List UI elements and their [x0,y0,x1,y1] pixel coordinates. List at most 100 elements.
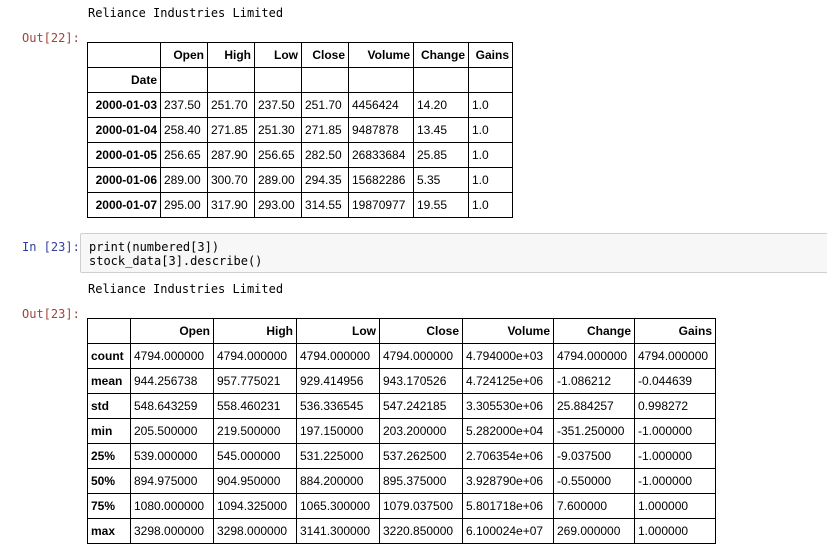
column-header: Volume [348,42,414,68]
table-cell: 904.950000 [213,468,297,494]
row-index: 75% [87,493,131,519]
column-header: High [213,318,297,344]
table-cell: 5.801718e+06 [462,493,554,519]
table-cell: 4794.000000 [634,343,716,369]
table-row: std 548.643259 558.460231 536.336545 547.242… [87,393,716,419]
table-cell: 5.35 [413,167,469,193]
table-cell: 1094.325000 [213,493,297,519]
row-index: std [87,393,131,419]
column-header: Low [254,42,302,68]
table-cell: 944.256738 [130,368,214,394]
row-index: mean [87,368,131,394]
column-header: Volume [462,318,554,344]
table-cell: 548.643259 [130,393,214,419]
table-cell: 4456424 [348,92,414,118]
column-header: Open [160,42,208,68]
table-cell: 3141.300000 [296,518,380,544]
table-cell: 197.150000 [296,418,380,444]
table-cell: 294.35 [301,167,349,193]
column-header: Change [413,42,469,68]
table-row: 25% 539.000000 545.000000 531.225000 537.262… [87,443,716,469]
table-cell: 536.336545 [296,393,380,419]
row-index: 2000-01-07 [87,192,161,218]
row-index: 50% [87,468,131,494]
table-cell: 258.40 [160,117,208,143]
code-line: stock_data[3].describe() [89,254,263,268]
table-row: 75% 1080.000000 1094.325000 1065.300000 1079… [87,493,716,519]
table-cell: -1.086212 [553,368,635,394]
table-cell: 943.170526 [379,368,463,394]
column-header: Gains [468,42,513,68]
table-cell: 539.000000 [130,443,214,469]
table-cell: 256.65 [254,142,302,168]
table-row: 2000-01-03 237.50 251.70 237.50 251.70 4… [87,92,513,118]
table-cell: 1.0 [468,117,513,143]
table-cell: 1.000000 [634,518,716,544]
table-cell: 251.70 [301,92,349,118]
column-header: Open [130,318,214,344]
code-line: print(numbered[3]) [89,240,220,254]
table-cell: 4794.000000 [379,343,463,369]
index-name-row: Date [87,67,513,93]
table-cell: 9487878 [348,117,414,143]
table-cell: -1.000000 [634,418,716,444]
table-row: min 205.500000 219.500000 197.150000 203.200… [87,418,716,444]
table-cell: 19.55 [413,192,469,218]
table-cell: 895.375000 [379,468,463,494]
column-header: Gains [634,318,716,344]
row-index: count [87,343,131,369]
table-row: mean 944.256738 957.775021 929.414956 943.17… [87,368,716,394]
table-cell: 293.00 [254,192,302,218]
table-cell: 1065.300000 [296,493,380,519]
table-cell: 547.242185 [379,393,463,419]
table-cell: 287.90 [207,142,255,168]
table-cell: 6.100024e+07 [462,518,554,544]
table-row: 50% 894.975000 904.950000 884.200000 895.375… [87,468,716,494]
column-header: Close [301,42,349,68]
table-cell: 251.70 [207,92,255,118]
table-cell: 3298.000000 [130,518,214,544]
table-cell: 237.50 [160,92,208,118]
code-cell-input[interactable]: print(numbered[3]) stock_data[3].describ… [80,233,827,273]
table-cell: 14.20 [413,92,469,118]
print-output-22: Reliance Industries Limited [88,6,284,20]
table-cell: 25.884257 [553,393,635,419]
row-index: 2000-01-05 [87,142,161,168]
table-cell: 1.0 [468,92,513,118]
table-cell: 26833684 [348,142,414,168]
table-cell: 929.414956 [296,368,380,394]
table-cell: 1080.000000 [130,493,214,519]
table-cell: -1.000000 [634,468,716,494]
table-cell: 271.85 [207,117,255,143]
table-cell: 317.90 [207,192,255,218]
column-header: Close [379,318,463,344]
row-index: min [87,418,131,444]
row-index: 2000-01-06 [87,167,161,193]
table-cell: 269.000000 [553,518,635,544]
out-prompt-22: Out[22]: [22,31,80,45]
table-cell: 558.460231 [213,393,297,419]
table-cell: 1.0 [468,142,513,168]
table-cell: 15682286 [348,167,414,193]
index-corner [87,42,161,68]
table-cell: 4794.000000 [130,343,214,369]
table-cell: 205.500000 [130,418,214,444]
table-cell: 237.50 [254,92,302,118]
table-cell: 894.975000 [130,468,214,494]
table-cell: -1.000000 [634,443,716,469]
in-prompt-23: In [23]: [22,240,80,254]
table-cell: 1.0 [468,192,513,218]
table-cell: 25.85 [413,142,469,168]
table-cell: 289.00 [254,167,302,193]
describe-table: Open High Low Close Volume Change Gains … [87,318,716,544]
table-cell: -351.250000 [553,418,635,444]
table-cell: 219.500000 [213,418,297,444]
header-row: Open High Low Close Volume Change Gains [87,42,513,68]
table-cell: 3220.850000 [379,518,463,544]
table-cell: 957.775021 [213,368,297,394]
table-row: 2000-01-07 295.00 317.90 293.00 314.55 1… [87,192,513,218]
table-cell: 884.200000 [296,468,380,494]
table-cell: 203.200000 [379,418,463,444]
dataframe-head-table: Open High Low Close Volume Change Gains … [87,42,513,218]
row-index: 2000-01-03 [87,92,161,118]
